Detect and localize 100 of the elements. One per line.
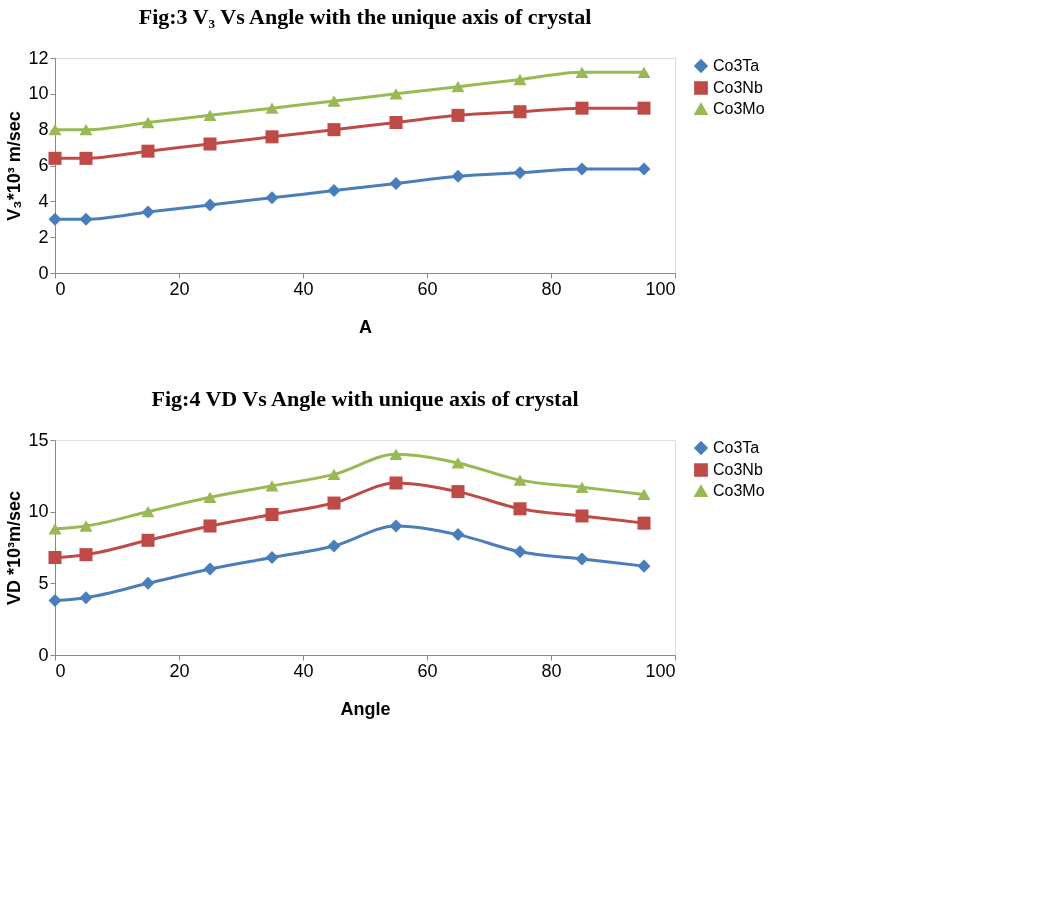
point — [389, 88, 403, 100]
legend-label: Co3Mo — [713, 482, 765, 499]
point — [637, 66, 651, 78]
point — [575, 101, 589, 115]
point — [79, 151, 93, 165]
point — [513, 474, 527, 486]
point — [451, 108, 465, 122]
chart-title: Fig:4 VD Vs Angle with unique axis of crystal — [151, 386, 579, 411]
x-axis-title: Angle — [340, 698, 391, 719]
x-tick-label: 60 — [417, 278, 438, 299]
x-tick-label: 0 — [55, 660, 66, 681]
point — [451, 169, 465, 183]
x-tick-label: 20 — [169, 278, 190, 299]
point — [141, 205, 155, 219]
y-tick-label: 6 — [38, 155, 49, 175]
point — [203, 519, 217, 533]
point — [637, 488, 651, 501]
point — [327, 496, 341, 510]
point — [141, 576, 155, 590]
x-tick-label: 40 — [293, 660, 314, 681]
y-tick-label: 10 — [28, 83, 49, 104]
y-tick-label: 0 — [38, 262, 49, 283]
point — [327, 95, 341, 107]
chart-title: Fig:3 V₃ Vs Angle with the unique axis of crystal — [138, 4, 592, 29]
legend-label: Co3Nb — [713, 461, 763, 478]
point — [265, 102, 279, 114]
y-tick-label: 2 — [38, 226, 49, 247]
y-tick-label: 15 — [28, 429, 49, 450]
point — [637, 516, 651, 530]
x-tick-label: 80 — [541, 660, 562, 681]
legend-label: Co3Nb — [713, 79, 763, 96]
point — [513, 166, 527, 180]
point — [451, 457, 465, 469]
point — [265, 480, 279, 492]
point — [79, 591, 93, 605]
point — [265, 551, 279, 565]
y-axis-title: VD *10³m/sec — [4, 490, 25, 606]
y-tick-label: 0 — [38, 644, 49, 665]
x-tick-label: 80 — [541, 278, 562, 299]
point — [327, 184, 341, 198]
point — [48, 551, 62, 565]
point — [575, 509, 589, 523]
point — [513, 73, 527, 86]
point — [389, 519, 403, 533]
y-tick-label: 12 — [28, 47, 49, 68]
x-axis-title: A — [359, 316, 372, 337]
point — [203, 198, 217, 212]
point — [48, 523, 62, 535]
point — [265, 191, 279, 205]
point — [389, 176, 403, 190]
point — [203, 137, 217, 151]
point — [141, 506, 155, 518]
point — [327, 123, 341, 137]
point — [451, 485, 465, 499]
point — [48, 594, 62, 608]
x-tick-label: 100 — [645, 278, 676, 299]
point — [141, 144, 155, 158]
x-tick-label: 0 — [55, 278, 66, 299]
point — [637, 101, 651, 115]
point — [327, 539, 341, 553]
y-axis-title: V₃*10³ m/sec — [4, 111, 25, 221]
x-tick-label: 20 — [169, 660, 190, 681]
point — [79, 212, 93, 226]
legend-label: Co3Mo — [713, 100, 765, 117]
y-tick-label: 4 — [38, 190, 49, 211]
y-tick-label: 5 — [38, 572, 49, 593]
y-tick-label: 8 — [38, 119, 49, 140]
y-tick-label: 10 — [28, 501, 49, 522]
point — [203, 491, 217, 503]
point — [451, 528, 465, 542]
point — [48, 124, 62, 136]
point — [203, 562, 217, 576]
point — [141, 116, 155, 129]
point — [79, 520, 93, 532]
point — [575, 552, 589, 566]
point — [575, 481, 589, 493]
point — [389, 115, 403, 130]
point — [79, 124, 93, 136]
point — [265, 130, 279, 144]
point — [513, 105, 527, 119]
point — [141, 533, 155, 547]
x-tick-label: 60 — [417, 660, 438, 681]
point — [389, 476, 403, 490]
point — [451, 81, 465, 93]
point — [513, 502, 527, 516]
x-tick-label: 40 — [293, 278, 314, 299]
point — [389, 448, 403, 460]
point — [637, 559, 651, 573]
point — [575, 162, 589, 176]
point — [48, 151, 62, 165]
point — [48, 212, 62, 226]
point — [575, 66, 589, 78]
legend-label: Co3Ta — [713, 439, 760, 456]
point — [513, 545, 527, 559]
point — [265, 508, 279, 522]
point — [327, 468, 341, 481]
point — [637, 162, 651, 176]
point — [79, 548, 93, 562]
legend-label: Co3Ta — [713, 57, 760, 74]
x-tick-label: 100 — [645, 660, 676, 681]
